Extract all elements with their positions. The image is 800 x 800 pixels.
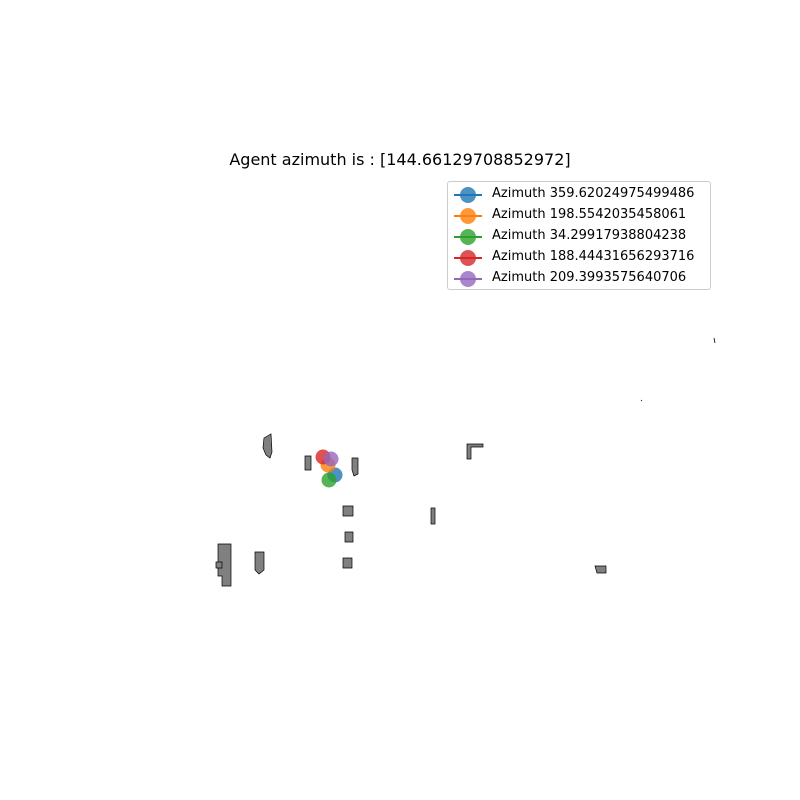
obstacle-8 <box>342 557 353 569</box>
legend-item: Azimuth 34.29917938804238 <box>448 226 710 247</box>
obstacle-3 <box>351 457 359 477</box>
legend-marker <box>460 271 476 287</box>
legend-marker <box>460 208 476 224</box>
agent-point-3 <box>321 472 337 488</box>
stray-mark-1 <box>713 337 716 344</box>
stray-mark-2 <box>640 399 643 402</box>
obstacle-7 <box>430 507 436 525</box>
legend-item: Azimuth 359.62024975499486 <box>448 184 710 205</box>
obstacle-6 <box>344 531 354 543</box>
obstacle-4 <box>466 443 484 460</box>
legend-item: Azimuth 188.44431656293716 <box>448 247 710 268</box>
legend-label: Azimuth 34.29917938804238 <box>492 228 687 243</box>
obstacle-2 <box>304 455 312 471</box>
obstacle-11 <box>254 551 265 575</box>
legend-label: Azimuth 188.44431656293716 <box>492 249 695 264</box>
agent-point-5 <box>323 451 339 467</box>
legend-marker <box>460 250 476 266</box>
obstacle-12 <box>594 565 607 574</box>
obstacle-9 <box>217 543 232 587</box>
chart-title: Agent azimuth is : [144.66129708852972] <box>229 150 571 169</box>
obstacle-1 <box>262 433 273 459</box>
legend-marker <box>460 229 476 245</box>
legend: Azimuth 359.62024975499486 Azimuth 198.55… <box>447 181 711 290</box>
legend-marker <box>460 187 476 203</box>
obstacle-5 <box>342 505 354 517</box>
legend-label: Azimuth 209.3993575640706 <box>492 270 687 285</box>
legend-item: Azimuth 198.5542035458061 <box>448 205 710 226</box>
obstacle-10 <box>215 561 223 569</box>
legend-label: Azimuth 198.5542035458061 <box>492 207 687 222</box>
legend-label: Azimuth 359.62024975499486 <box>492 186 695 201</box>
legend-item: Azimuth 209.3993575640706 <box>448 268 710 289</box>
